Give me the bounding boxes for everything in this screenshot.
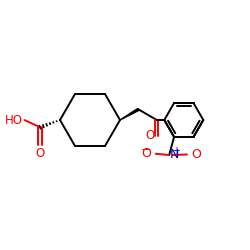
- Text: O: O: [36, 147, 45, 160]
- Text: +: +: [172, 146, 180, 156]
- Text: O: O: [146, 129, 155, 142]
- Text: O: O: [191, 148, 201, 161]
- Text: O: O: [141, 147, 151, 160]
- Text: −: −: [141, 145, 150, 155]
- Text: N: N: [170, 148, 179, 161]
- Text: HO: HO: [4, 114, 22, 126]
- Polygon shape: [120, 108, 139, 120]
